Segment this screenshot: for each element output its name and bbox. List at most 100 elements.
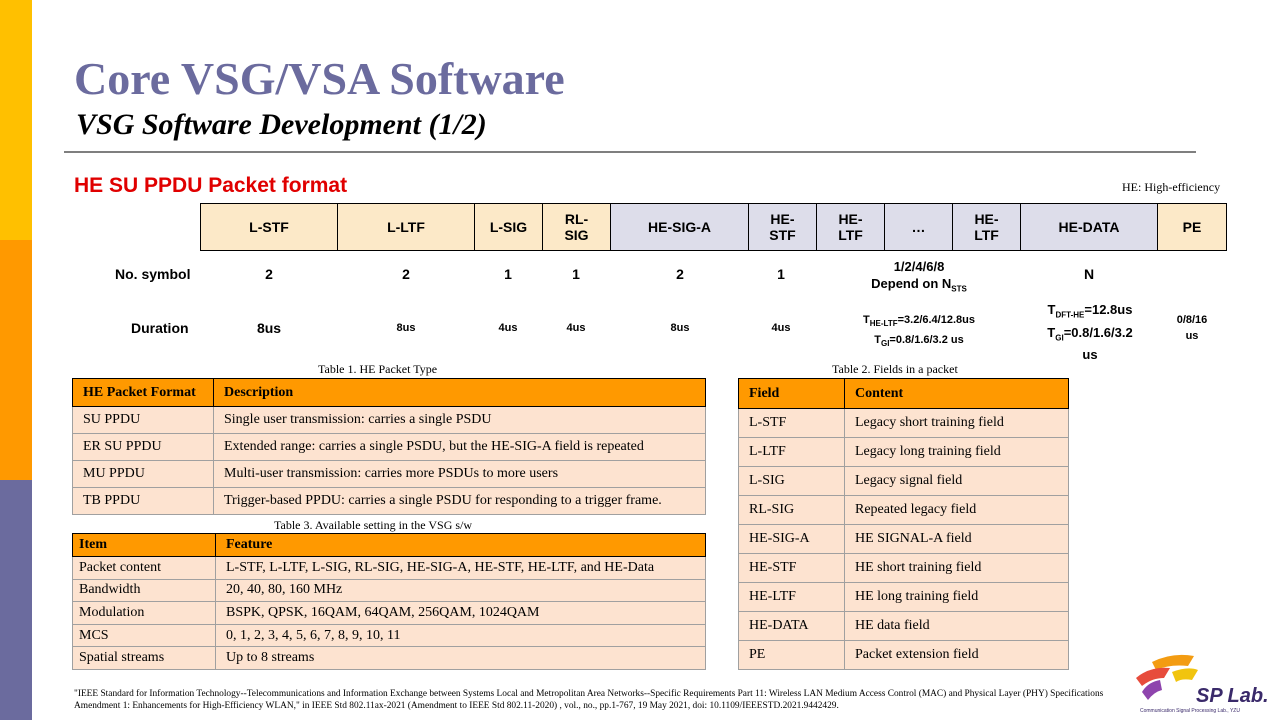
duration-hedata-t-symbol: T: [1047, 302, 1056, 317]
table-row: MU PPDU Multi-user transmission: carries…: [72, 460, 706, 488]
duration-heltf-t-symbol: T: [863, 314, 870, 326]
duration-rlsig: 4us: [566, 322, 586, 334]
table-cell: L-SIG: [738, 466, 845, 496]
duration-pe-values: 0/8/16: [1176, 314, 1208, 326]
packet-field-label: HE- LTF: [838, 210, 863, 243]
symbol-hesiga: 2: [676, 266, 684, 282]
duration-hedata-gi-subscript: GI: [1055, 333, 1064, 343]
duration-heltf-t-value: =3.2/6.4/12.8us: [897, 314, 975, 326]
duration-lstf: 8us: [256, 320, 282, 336]
table-cell: Legacy long training field: [844, 437, 1069, 467]
duration-hesiga: 8us: [670, 322, 690, 334]
symbol-heltf: 1/2/4/6/8 Depend on NSTS: [871, 258, 967, 298]
symbol-heltf-note: Depend on NSTS: [871, 275, 967, 298]
duration-hedata: TDFT-HE=12.8us TGI=0.8/1.6/3.2 us: [1047, 301, 1132, 363]
table-cell: Legacy short training field: [844, 408, 1069, 438]
duration-hedata-t-subscript: DFT-HE: [1055, 310, 1085, 320]
table-header-row: HE Packet Format Description: [72, 378, 706, 407]
table-header-row: Field Content: [738, 378, 1069, 409]
side-bar-purple: [0, 480, 32, 720]
symbol-hestf: 1: [777, 266, 785, 282]
side-bar-yellow: [0, 0, 32, 240]
table-cell: HE-SIG-A: [738, 524, 845, 554]
table-header-cell: Content: [844, 378, 1069, 409]
table-fields-in-packet: Field Content L-STF Legacy short training…: [738, 378, 1069, 670]
table-cell: Packet content: [72, 556, 216, 580]
symbol-heltf-values: 1/2/4/6/8: [893, 259, 945, 274]
table1-caption: Table 1. HE Packet Type: [318, 362, 438, 376]
duration-heltf-gi-symbol: T: [874, 334, 881, 347]
table-cell: HE short training field: [844, 553, 1069, 583]
duration-heltf-gi-value: =0.8/1.6/3.2 us: [889, 334, 964, 347]
duration-heltf-gi-subscript: GI: [880, 339, 890, 349]
table-row: TB PPDU Trigger-based PPDU: carries a si…: [72, 487, 706, 515]
sp-lab-logo: [1136, 654, 1198, 700]
table-row: Spatial streams Up to 8 streams: [72, 646, 706, 670]
symbol-hedata: N: [1083, 266, 1095, 282]
table-cell: 0, 1, 2, 3, 4, 5, 6, 7, 8, 9, 10, 11: [215, 623, 706, 648]
packet-field-pe: PE: [1158, 204, 1226, 250]
table-cell: Bandwidth: [72, 578, 216, 603]
table-header-row: Item Feature: [72, 533, 706, 557]
table-cell: HE-LTF: [738, 582, 845, 612]
row-label-duration: Duration: [131, 320, 189, 336]
side-bar-orange: [0, 240, 32, 480]
table-cell: HE SIGNAL-A field: [844, 524, 1069, 554]
table-row: Bandwidth 20, 40, 80, 160 MHz: [72, 578, 706, 603]
table-cell: 20, 40, 80, 160 MHz: [215, 578, 706, 603]
table-cell: HE long training field: [844, 582, 1069, 612]
table-cell: L-STF: [738, 408, 845, 438]
duration-hedata-t: TDFT-HE=12.8us: [1047, 301, 1133, 324]
symbol-heltf-subscript: STS: [951, 284, 967, 294]
title-divider: [64, 151, 1196, 153]
table2-caption: Table 2. Fields in a packet: [832, 362, 958, 376]
reference-citation: "IEEE Standard for Information Technolog…: [74, 689, 1104, 711]
table-row: L-SIG Legacy signal field: [738, 466, 1069, 496]
duration-hestf: 4us: [771, 322, 791, 334]
packet-field-rlsig: RL- SIG: [543, 204, 611, 250]
packet-field-label: RL- SIG: [564, 210, 589, 243]
symbol-heltf-depend: Depend on N: [871, 276, 952, 291]
table-cell: Spatial streams: [72, 646, 216, 670]
table-cell: Trigger-based PPDU: carries a single PSD…: [213, 487, 706, 515]
symbol-lsig: 1: [504, 266, 512, 282]
packet-field-hestf: HE- STF: [749, 204, 817, 250]
table-cell: L-LTF: [738, 437, 845, 467]
he-abbreviation-note: HE: High-efficiency: [1122, 180, 1221, 194]
packet-field-label: HE-SIG-A: [648, 218, 711, 235]
table-row: HE-STF HE short training field: [738, 553, 1069, 583]
table-header-cell: Field: [738, 378, 845, 409]
packet-format-diagram: L-STF L-LTF L-SIG RL- SIG HE-SIG-A HE- S…: [200, 203, 1227, 251]
duration-heltf-t-subscript: HE-LTF: [869, 319, 898, 329]
duration-pe-unit: us: [1185, 330, 1199, 342]
duration-heltf: THE-LTF=3.2/6.4/12.8us TGI=0.8/1.6/3.2 u…: [863, 312, 975, 352]
logo-name: SP Lab.: [1196, 685, 1269, 707]
duration-heltf-t: THE-LTF=3.2/6.4/12.8us: [863, 312, 975, 332]
table-cell: MU PPDU: [72, 460, 214, 488]
table-row: ER SU PPDU Extended range: carries a sin…: [72, 433, 706, 461]
table-vsg-settings: Item Feature Packet content L-STF, L-LTF,…: [72, 533, 706, 670]
packet-field-hedata: HE-DATA: [1021, 204, 1158, 250]
table-row: PE Packet extension field: [738, 640, 1069, 670]
packet-field-lltf: L-LTF: [338, 204, 475, 250]
table-cell: Modulation: [72, 601, 216, 625]
table-row: MCS 0, 1, 2, 3, 4, 5, 6, 7, 8, 9, 10, 11: [72, 623, 706, 648]
table-row: L-LTF Legacy long training field: [738, 437, 1069, 467]
duration-lsig: 4us: [498, 322, 518, 334]
table-header-cell: Description: [213, 378, 706, 407]
table-cell: PE: [738, 640, 845, 670]
table-cell: ER SU PPDU: [72, 433, 214, 461]
table-header-cell: Feature: [215, 533, 706, 557]
duration-hedata-unit: us: [1082, 347, 1098, 363]
duration-hedata-t-value: =12.8us: [1084, 302, 1133, 317]
table-row: RL-SIG Repeated legacy field: [738, 495, 1069, 525]
duration-heltf-gi: TGI=0.8/1.6/3.2 us: [863, 332, 975, 352]
table-cell: HE data field: [844, 611, 1069, 641]
table-row: Modulation BSPK, QPSK, 16QAM, 64QAM, 256Q…: [72, 601, 706, 625]
symbol-lltf: 2: [402, 266, 410, 282]
table-row: HE-LTF HE long training field: [738, 582, 1069, 612]
table-cell: Multi-user transmission: carries more PS…: [213, 460, 706, 488]
duration-lltf: 8us: [396, 322, 416, 334]
table-cell: Packet extension field: [844, 640, 1069, 670]
packet-field-label: L-STF: [249, 218, 289, 235]
